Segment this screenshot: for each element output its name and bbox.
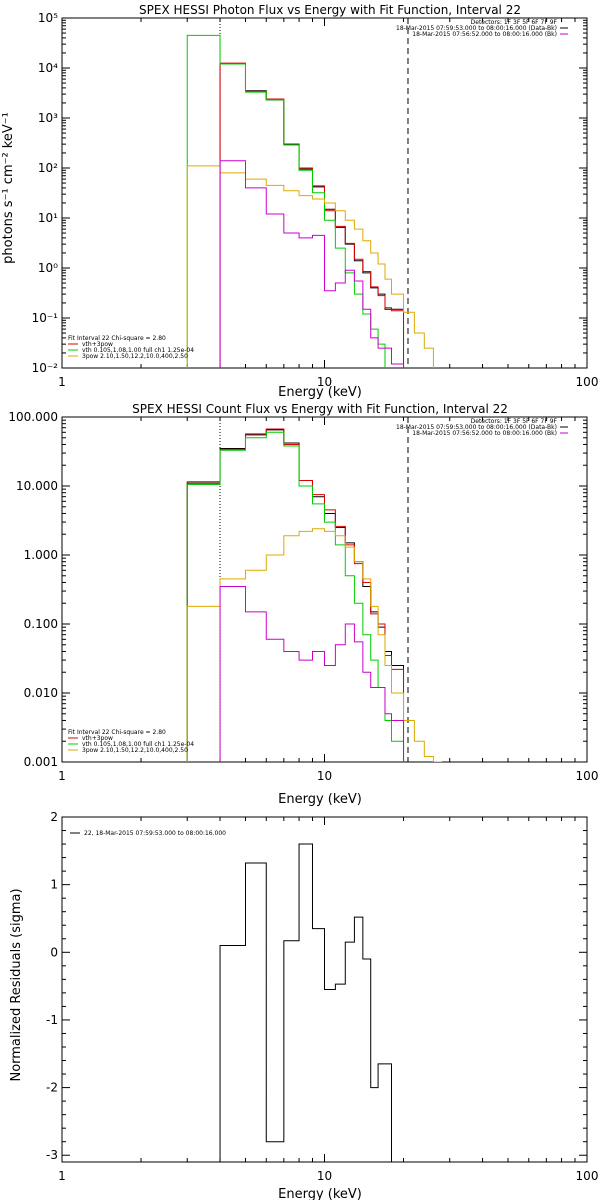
resid-data-layer	[219, 843, 393, 1162]
photon-series-magenta	[219, 160, 405, 368]
photon-top-legend-text: Detectors: 1F 3F 5F 6F 7F 9F	[471, 19, 558, 26]
photon-bottom-legend-text: vth 0.105,1.08,1.00 full ch1 1.25e-04	[82, 347, 194, 354]
photon-series-green	[186, 34, 393, 368]
resid-series-black	[219, 843, 393, 1162]
photon-x-axis-label: Energy (keV)	[278, 385, 362, 400]
photon-flux-panel: SPEX HESSI Photon Flux vs Energy with Fi…	[1, 3, 598, 400]
photon-chart-title: SPEX HESSI Photon Flux vs Energy with Fi…	[139, 3, 521, 17]
count-bottom-legend-text: vth 0.105,1.08,1.00 full ch1 1.25e-04	[82, 741, 194, 748]
resid-x-tick-label: 100	[576, 1169, 599, 1183]
residuals-plot-area: 1 10 100 -3 -2 -1 0 1 2 22, 18-Mar-2015 07:59:53.…	[46, 810, 598, 1183]
resid-y-tick-label: -3	[46, 1148, 58, 1162]
photon-y-tick-label: 10³	[38, 111, 58, 125]
photon-x-tick-label: 100	[576, 375, 599, 389]
count-bottom-legend-text: Fit Interval 22 Chi-square = 2.80	[68, 729, 166, 736]
resid-legend-text: 22, 18-Mar-2015 07:59:53.000 to 08:00:16…	[84, 830, 226, 837]
photon-y-axis-label: photons s⁻¹ cm⁻² keV⁻¹	[1, 112, 16, 264]
photon-series-yellow	[186, 165, 434, 368]
count-chart-title: SPEX HESSI Count Flux vs Energy with Fit…	[132, 402, 508, 416]
residuals-y-axis-label: Normalized Residuals (sigma)	[9, 888, 24, 1081]
count-y-tick-label: 10.000	[16, 479, 58, 493]
photon-top-legend-text: 18-Mar-2015 07:56:52.000 to 08:00:16.000…	[412, 31, 557, 38]
photon-y-tick-label: 10¹	[38, 211, 58, 225]
photon-bottom-legend-text: vth+3pow	[82, 341, 113, 348]
count-top-legend-text: Detectors: 1F 3F 5F 6F 7F 9F	[471, 418, 558, 425]
count-top-legend-text: 18-Mar-2015 07:56:52.000 to 08:00:16.000…	[412, 430, 557, 437]
count-x-tick-label: 10	[317, 769, 332, 783]
photon-y-tick-label: 10⁴	[38, 61, 58, 75]
photon-y-tick-label: 10⁻¹	[32, 311, 59, 325]
count-y-tick-label: 0.100	[24, 617, 58, 631]
photon-bottom-legend-text: Fit Interval 22 Chi-square = 2.80	[68, 335, 166, 342]
resid-y-tick-label: 1	[50, 878, 58, 892]
photon-data-layer	[186, 18, 434, 368]
count-y-tick-label: 100.000	[8, 410, 58, 424]
count-y-tick-label: 1.000	[24, 548, 58, 562]
count-x-tick-label: 100	[576, 769, 599, 783]
photon-y-tick-label: 10⁻²	[32, 361, 59, 375]
resid-x-tick-label: 1	[58, 1169, 66, 1183]
count-x-tick-label: 1	[58, 769, 66, 783]
residuals-x-axis-label: Energy (keV)	[278, 1187, 362, 1200]
photon-plot-area: 1 10 100 10⁻² 10⁻¹ 10⁰ 10¹ 10² 10³ 10⁴ 10⁵ Detector…	[32, 11, 599, 389]
photon-y-tick-label: 10²	[38, 161, 58, 175]
photon-x-tick-label: 10	[317, 375, 332, 389]
count-plot-area: 1 10 100 0.001 0.010 0.100 1.000 10.000 100.000 D…	[8, 410, 598, 783]
photon-y-tick-label: 10⁰	[38, 261, 58, 275]
count-series-magenta	[219, 585, 405, 762]
count-y-tick-label: 0.001	[24, 755, 58, 769]
resid-y-tick-label: 2	[50, 810, 58, 824]
photon-series-red	[219, 62, 405, 368]
resid-y-tick-label: 0	[50, 945, 58, 959]
photon-x-tick-label: 1	[58, 375, 66, 389]
resid-x-tick-label: 10	[317, 1169, 332, 1183]
resid-y-tick-label: -2	[46, 1081, 58, 1095]
count-flux-panel: SPEX HESSI Count Flux vs Energy with Fit…	[8, 402, 598, 807]
count-data-layer	[186, 417, 442, 762]
photon-series-black	[219, 63, 405, 368]
photon-bottom-legend-text: 3pow 2.10,1.50,12.2,10.0,400,2.50	[82, 353, 188, 360]
photon-top-legend-text: 18-Mar-2015 07:59:53.000 to 08:00:16.000…	[396, 25, 557, 32]
resid-y-tick-label: -1	[46, 1013, 58, 1027]
count-bottom-legend-text: vth+3pow	[82, 735, 113, 742]
count-y-tick-label: 0.010	[24, 686, 58, 700]
residuals-panel: Energy (keV) Normalized Residuals (sigma…	[9, 810, 598, 1200]
count-top-legend-text: 18-Mar-2015 07:59:53.000 to 08:00:16.000…	[396, 424, 557, 431]
count-x-axis-label: Energy (keV)	[278, 792, 362, 807]
photon-y-tick-label: 10⁵	[38, 11, 58, 25]
count-series-yellow	[186, 528, 442, 762]
count-series-red	[186, 428, 405, 762]
count-bottom-legend-text: 3pow 2.10,1.50,12.2,10.0,400,2.50	[82, 747, 188, 754]
count-axes-frame	[61, 416, 588, 763]
